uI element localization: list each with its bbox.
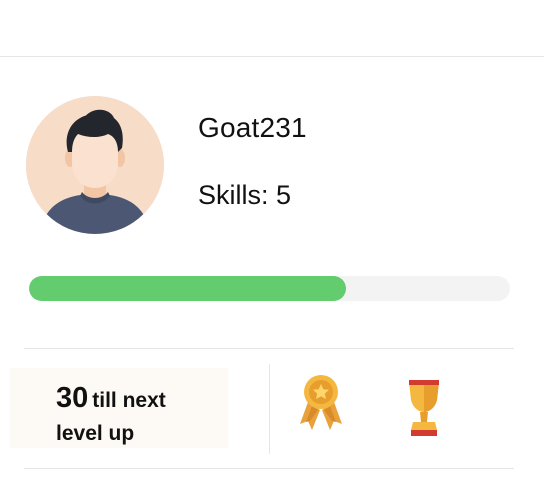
level-progress-bar <box>29 276 510 301</box>
bottom-divider <box>24 468 514 469</box>
level-status-card: 30 till next level up <box>10 368 228 448</box>
vertical-divider <box>269 364 270 454</box>
avatar[interactable] <box>26 96 164 234</box>
levels-remaining-number: 30 <box>56 382 89 414</box>
level-line-1: 30 till next <box>56 382 166 415</box>
user-avatar-icon <box>26 96 164 234</box>
skills-count: Skills: 5 <box>198 180 292 210</box>
levels-remaining-text: till next <box>92 389 166 412</box>
medal-icon[interactable] <box>298 374 344 436</box>
section-divider <box>24 348 514 349</box>
trophy-icon[interactable] <box>403 378 445 438</box>
level-line-2: level up <box>56 422 135 445</box>
level-progress-fill <box>29 276 347 301</box>
top-divider <box>0 56 544 57</box>
username: Goat231 <box>198 112 307 143</box>
